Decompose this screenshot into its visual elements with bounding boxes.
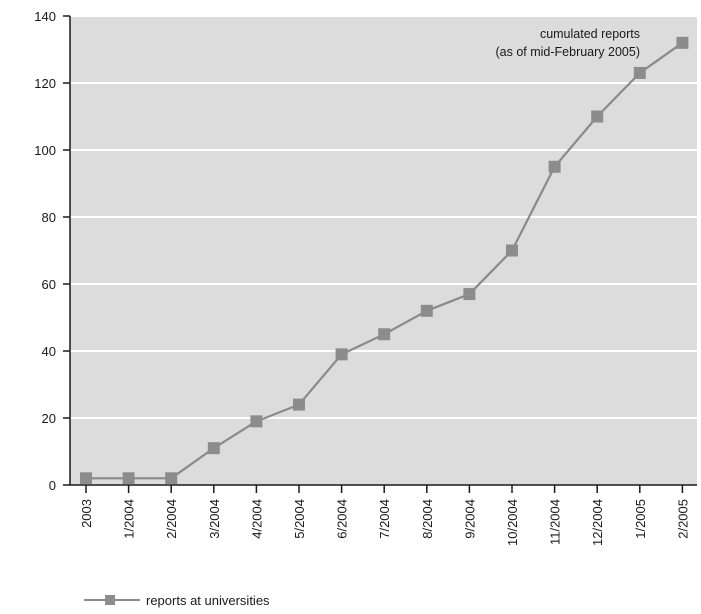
data-point [122, 472, 135, 485]
data-point [165, 472, 178, 485]
x-tick-label: 7/2004 [377, 499, 392, 539]
y-tick-label: 140 [34, 9, 56, 24]
legend-label: reports at universities [146, 593, 270, 608]
data-point [378, 328, 391, 341]
data-point [80, 472, 92, 485]
plot-background [70, 16, 697, 485]
x-axis: 2003 1/2004 2/2004 3/2004 4/2004 5/2004 6/2004… [70, 484, 697, 546]
x-tick-label: 3/2004 [207, 499, 222, 539]
x-tick-label: 11/2004 [548, 499, 563, 545]
x-tick-label: 4/2004 [249, 499, 264, 539]
x-tick-label: 1/2004 [122, 499, 137, 539]
data-point [506, 244, 518, 257]
x-tick-label: 5/2004 [292, 499, 307, 539]
x-tick-label: 9/2004 [462, 499, 477, 539]
annotation-line-1: cumulated reports [540, 27, 640, 41]
data-point [420, 304, 433, 317]
legend-marker [105, 595, 115, 605]
y-tick-label: 120 [34, 76, 56, 91]
x-tick-label: 2003 [79, 499, 94, 528]
data-point [335, 348, 348, 361]
y-tick-label: 80 [42, 210, 56, 225]
legend: reports at universities [84, 593, 270, 608]
data-point [250, 415, 263, 428]
annotation-line-2: (as of mid-February 2005) [495, 45, 640, 59]
x-tick-label: 8/2004 [420, 499, 435, 539]
x-tick-label: 2/2004 [164, 499, 179, 539]
series [80, 36, 689, 485]
y-tick-label: 20 [42, 411, 56, 426]
data-point [207, 442, 220, 455]
x-tick-label: 2/2005 [675, 499, 690, 539]
annotation: cumulated reports (as of mid-February 20… [495, 27, 640, 59]
data-point [293, 398, 305, 411]
x-tick-label: 12/2004 [590, 499, 605, 546]
data-point [591, 110, 604, 123]
x-tick-label: 1/2005 [633, 499, 648, 539]
x-tick-label: 6/2004 [335, 499, 350, 539]
data-point [463, 288, 476, 301]
data-point [548, 160, 561, 173]
y-tick-label: 40 [42, 344, 56, 359]
data-point [676, 36, 689, 49]
x-tick-label: 10/2004 [505, 499, 520, 546]
gridlines [70, 15, 697, 419]
y-tick-label: 100 [34, 143, 56, 158]
y-tick-label: 60 [42, 277, 56, 292]
y-tick-label: 0 [49, 478, 56, 493]
data-point [633, 66, 646, 79]
y-axis: 0 20 40 60 80 100 120 140 [34, 9, 71, 493]
